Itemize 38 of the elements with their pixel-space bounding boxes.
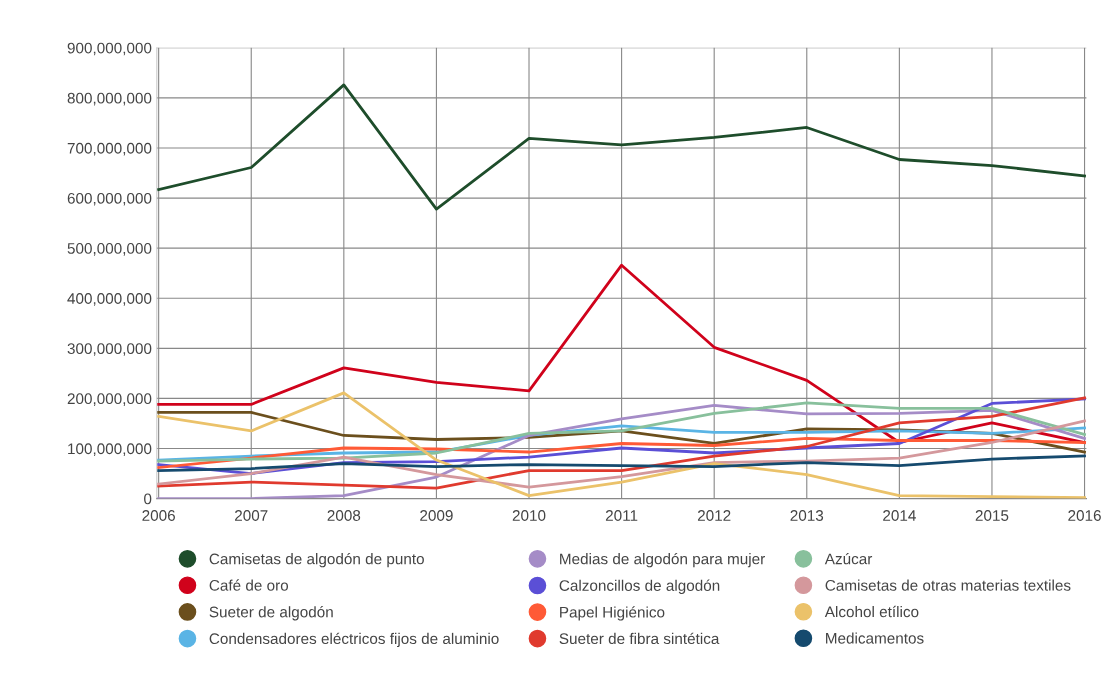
y-tick-label: 800,000,000 [67,92,152,106]
line-series [157,401,1086,463]
legend-label: Camisetas de otras materias textiles [825,579,1071,591]
line-series [157,83,1086,211]
y-tick-label: 300,000,000 [67,343,152,356]
legend-label: Papel Higiénico [560,606,665,621]
x-tick-label: 2015 [975,510,1009,521]
line-series [157,419,1086,489]
x-tick-label: 2007 [235,510,268,521]
legend-label: Calzoncillos de algodón [559,579,720,594]
x-tick-label: 2008 [327,510,361,521]
y-tick-label: 500,000,000 [67,243,152,256]
legend-label: Medias de algodón para mujer [560,552,765,568]
x-tick-label: 2016 [1068,510,1101,521]
y-tick-label: 400,000,000 [67,293,152,306]
y-tick-label: 700,000,000 [67,142,152,156]
y-tick-label: 0 [144,493,152,505]
x-tick-label: 2009 [420,510,453,521]
x-tick-label: 2011 [605,510,638,521]
legend-label: Alcohol etílico [824,605,919,618]
legend-label: Sueter de algodón [209,606,333,621]
x-tick-label: 2010 [512,510,546,521]
x-tick-label: 2014 [883,510,916,521]
y-tick-label: 900,000,000 [67,42,152,56]
y-tick-label: 600,000,000 [67,192,152,206]
x-tick-label: 2013 [790,510,824,521]
legend-label: Sueter de fibra sintética [559,632,720,645]
y-tick-label: 200,000,000 [67,393,152,406]
line-series [157,437,1086,469]
x-tick-label: 2012 [697,510,731,521]
legend-label: Café de oro [209,579,289,591]
legend-label: Condensadores eléctricos fijos de aluminio [209,632,499,648]
legend-label: Azúcar [824,552,873,565]
legend-label: Medicamentos [826,632,924,644]
x-tick-label: 2006 [142,510,175,521]
legend-label: Camisetas de algodón de punto [209,552,424,568]
line-series [157,454,1086,472]
y-tick-label: 100,000,000 [68,443,152,456]
